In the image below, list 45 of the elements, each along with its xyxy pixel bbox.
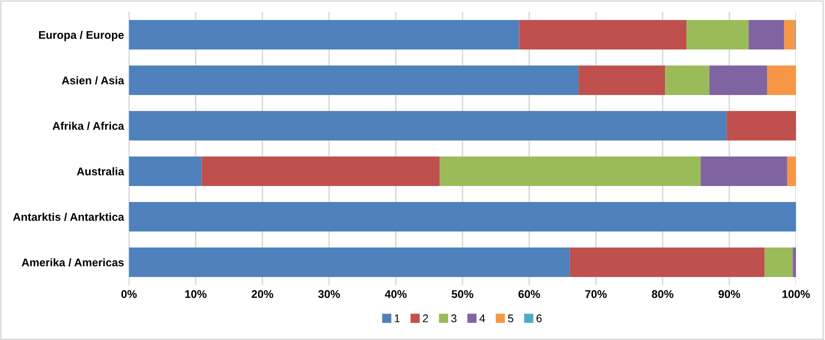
y-tick-label: Afrika / Africa	[52, 122, 124, 130]
bar	[792, 247, 796, 278]
bar	[764, 247, 793, 278]
bar	[570, 247, 765, 278]
bar	[202, 156, 440, 186]
bar	[700, 156, 788, 186]
bar	[726, 110, 796, 141]
legend-label: 6	[536, 314, 542, 322]
y-tick-label: Australia	[76, 167, 124, 176]
bar	[748, 20, 784, 50]
bar	[686, 20, 749, 50]
bar	[129, 65, 579, 96]
legend-label: 1	[394, 314, 400, 322]
bar	[709, 65, 768, 96]
x-tick-label: 10%	[185, 290, 207, 298]
bar	[129, 20, 520, 50]
bar	[129, 110, 727, 141]
bar	[784, 20, 796, 50]
bar	[767, 65, 796, 96]
bar	[519, 20, 687, 50]
x-tick-label: 80%	[652, 290, 674, 298]
x-tick-label: 60%	[518, 290, 540, 298]
x-tick-label: 90%	[718, 290, 740, 298]
x-tick-label: 30%	[318, 290, 340, 298]
y-tick-label: Asien / Asia	[62, 76, 124, 84]
x-tick-label: 0%	[121, 290, 137, 298]
bar	[787, 156, 796, 186]
legend-label: 3	[451, 314, 456, 322]
bar	[129, 156, 202, 186]
bar	[129, 202, 796, 232]
x-tick-label: 50%	[452, 290, 474, 298]
bar	[440, 156, 701, 186]
y-tick-label: Antarktis / Antarktica	[13, 212, 124, 221]
bar	[578, 65, 666, 96]
x-tick-label: 20%	[252, 290, 274, 298]
legend-label: 2	[422, 314, 428, 322]
y-tick-label: Amerika / Americas	[22, 258, 124, 266]
x-tick-label: 70%	[585, 290, 607, 298]
x-tick-label: 100%	[782, 290, 810, 298]
legend-label: 4	[479, 314, 486, 322]
bar	[665, 65, 710, 96]
y-tick-label: Europa / Europe	[39, 30, 124, 42]
bar	[129, 247, 570, 278]
legend-label: 5	[508, 314, 514, 322]
x-tick-label: 40%	[384, 290, 407, 298]
